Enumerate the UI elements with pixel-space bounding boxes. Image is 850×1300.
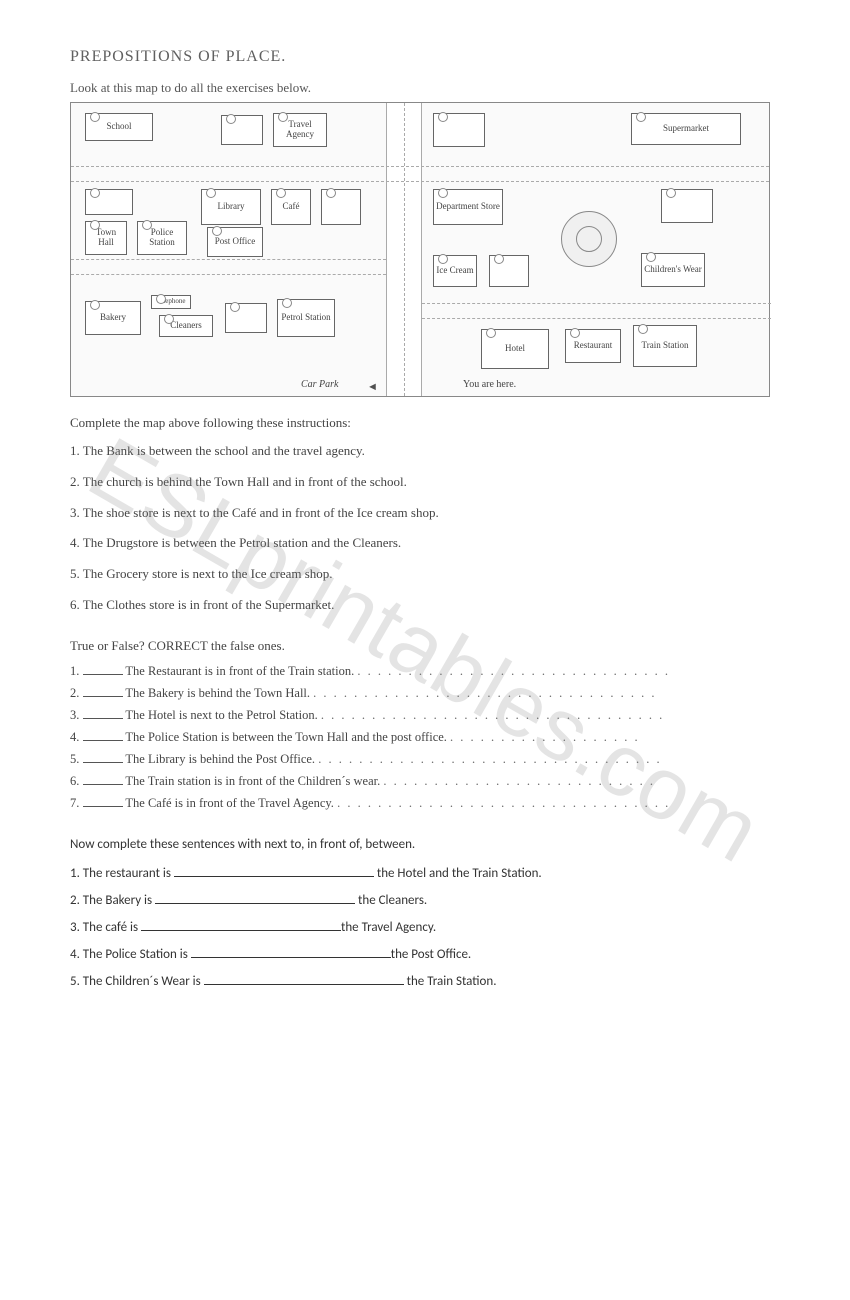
building-petrol-station: Petrol Station — [277, 299, 335, 337]
tf-text: The Café is in front of the Travel Agenc… — [125, 796, 334, 810]
car-park-label: Car Park — [301, 379, 339, 390]
fill-blank[interactable] — [155, 903, 355, 904]
exercise-3-heading: Now complete these sentences with next t… — [70, 837, 780, 852]
building-cleaners: Cleaners — [159, 315, 213, 337]
dots: . . . . . . . . . . . . . . . . . . . . … — [313, 686, 656, 700]
fill-pre: 4. The Police Station is — [70, 947, 191, 962]
exercise-3-item: 4. The Police Station is the Post Office… — [70, 947, 780, 962]
fill-post: the Train Station. — [404, 974, 497, 989]
dots: . . . . . . . . . . . . . . . . . . . . … — [318, 752, 661, 766]
intro-text: Look at this map to do all the exercises… — [70, 80, 780, 96]
fill-pre: 1. The restaurant is — [70, 866, 174, 881]
building-travel-agency: Travel Agency — [273, 113, 327, 147]
tf-blank[interactable] — [83, 762, 123, 763]
map-figure: School Travel Agency Supermarket Library… — [70, 102, 770, 397]
tf-text: The Restaurant is in front of the Train … — [125, 664, 354, 678]
tf-blank[interactable] — [83, 740, 123, 741]
fill-post: the Hotel and the Train Station. — [374, 866, 542, 881]
road-vertical — [386, 103, 422, 396]
fill-post: the Travel Agency. — [341, 920, 436, 935]
building-cafe: Café — [271, 189, 311, 225]
tf-blank[interactable] — [83, 718, 123, 719]
building-post-office: Post Office — [207, 227, 263, 257]
fill-blank[interactable] — [191, 957, 391, 958]
dots: . . . . . . . . . . . . . . . . . . . . … — [383, 774, 655, 788]
tf-blank[interactable] — [83, 784, 123, 785]
exercise-2-item: 6. The Train station is in front of the … — [70, 774, 780, 789]
fill-post: the Cleaners. — [355, 893, 427, 908]
fill-blank[interactable] — [141, 930, 341, 931]
road-horizontal-2 — [71, 259, 386, 275]
exercise-2-item: 5. The Library is behind the Post Office… — [70, 752, 780, 767]
dots: . . . . . . . . . . . . . . . . . . . — [450, 730, 640, 744]
page-title: PREPOSITIONS OF PLACE. — [70, 48, 780, 66]
building-department-store: Department Store — [433, 189, 503, 225]
fill-post: the Post Office. — [391, 947, 472, 962]
exercise-1-item: 5. The Grocery store is next to the Ice … — [70, 564, 780, 585]
fill-blank[interactable] — [204, 984, 404, 985]
dots: . . . . . . . . . . . . . . . . . . . . … — [357, 664, 670, 678]
exercise-2-item: 1. The Restaurant is in front of the Tra… — [70, 664, 780, 679]
fill-pre: 2. The Bakery is — [70, 893, 155, 908]
exercise-3-item: 2. The Bakery is the Cleaners. — [70, 893, 780, 908]
road-horizontal-1 — [71, 166, 769, 182]
dots: . . . . . . . . . . . . . . . . . . . . … — [321, 708, 664, 722]
building-bakery: Bakery — [85, 301, 141, 335]
exercise-3-item: 1. The restaurant is the Hotel and the T… — [70, 866, 780, 881]
building-childrens-wear: Children's Wear — [641, 253, 705, 287]
building-blank-1 — [221, 115, 263, 145]
exercise-1-item: 4. The Drugstore is between the Petrol s… — [70, 533, 780, 554]
building-town-hall: Town Hall — [85, 221, 127, 255]
fill-blank[interactable] — [174, 876, 374, 877]
tf-text: The Police Station is between the Town H… — [125, 730, 447, 744]
building-hotel: Hotel — [481, 329, 549, 369]
tf-blank[interactable] — [83, 674, 123, 675]
tf-text: The Train station is in front of the Chi… — [125, 774, 380, 788]
fill-pre: 5. The Children´s Wear is — [70, 974, 204, 989]
tf-text: The Bakery is behind the Town Hall. — [125, 686, 310, 700]
exercise-2-heading: True or False? CORRECT the false ones. — [70, 638, 780, 654]
tf-text: The Library is behind the Post Office. — [125, 752, 315, 766]
exercise-1-item: 3. The shoe store is next to the Café an… — [70, 503, 780, 524]
you-are-here-label: You are here. — [463, 379, 516, 390]
building-blank-3 — [85, 189, 133, 215]
exercise-2-item: 7. The Café is in front of the Travel Ag… — [70, 796, 780, 811]
building-police-station: Police Station — [137, 221, 187, 255]
building-telephone: Telephone — [151, 295, 191, 309]
exercise-1-heading: Complete the map above following these i… — [70, 415, 780, 431]
exercise-1-item: 2. The church is behind the Town Hall an… — [70, 472, 780, 493]
car-park-arrow-icon: ◄ — [367, 381, 378, 393]
building-school: School — [85, 113, 153, 141]
building-restaurant: Restaurant — [565, 329, 621, 363]
building-blank-5 — [661, 189, 713, 223]
building-ice-cream: Ice Cream — [433, 255, 477, 287]
exercise-3-item: 5. The Children´s Wear is the Train Stat… — [70, 974, 780, 989]
tf-blank[interactable] — [83, 806, 123, 807]
road-horizontal-3 — [422, 303, 771, 319]
dots: . . . . . . . . . . . . . . . . . . . . … — [337, 796, 670, 810]
building-blank-2 — [433, 113, 485, 147]
fill-pre: 3. The café is — [70, 920, 141, 935]
tf-blank[interactable] — [83, 696, 123, 697]
building-library: Library — [201, 189, 261, 225]
building-blank-7 — [225, 303, 267, 333]
roundabout — [561, 211, 617, 267]
building-supermarket: Supermarket — [631, 113, 741, 145]
tf-text: The Hotel is next to the Petrol Station. — [125, 708, 317, 722]
building-blank-6 — [489, 255, 529, 287]
exercise-2-item: 3. The Hotel is next to the Petrol Stati… — [70, 708, 780, 723]
exercise-2-item: 2. The Bakery is behind the Town Hall. .… — [70, 686, 780, 701]
exercise-2-item: 4. The Police Station is between the Tow… — [70, 730, 780, 745]
exercise-1-item: 6. The Clothes store is in front of the … — [70, 595, 780, 616]
building-train-station: Train Station — [633, 325, 697, 367]
building-blank-4 — [321, 189, 361, 225]
exercise-1-item: 1. The Bank is between the school and th… — [70, 441, 780, 462]
exercise-3-item: 3. The café is the Travel Agency. — [70, 920, 780, 935]
